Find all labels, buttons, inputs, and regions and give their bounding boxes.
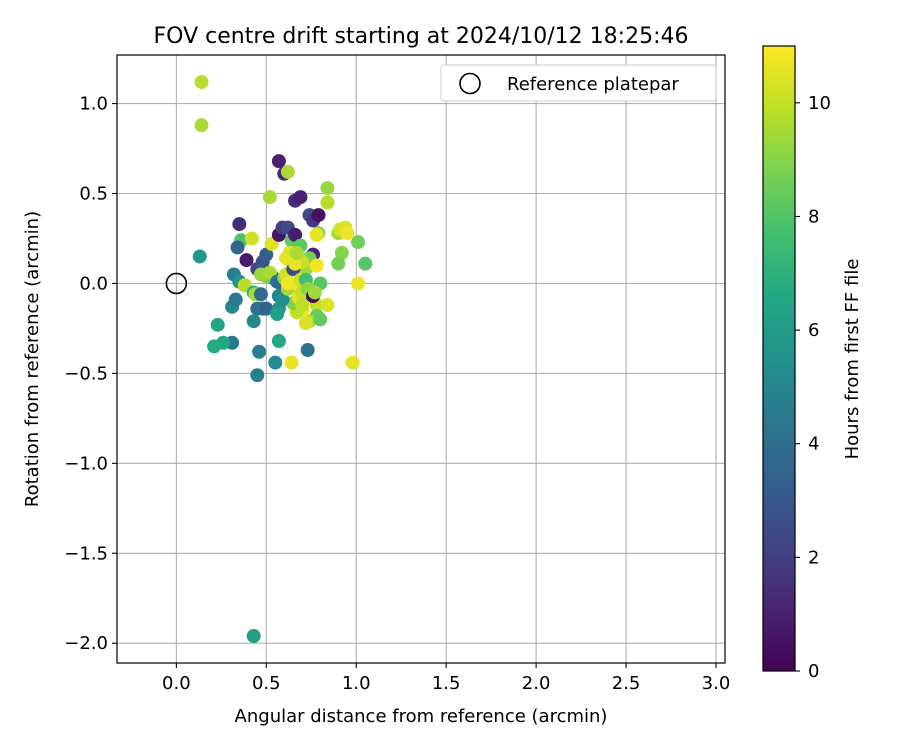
y-tick-label-6: 1.0 (79, 94, 108, 115)
data-point-29 (311, 208, 326, 223)
data-point-96 (307, 285, 322, 300)
data-point-104 (331, 256, 346, 271)
data-point-97 (313, 312, 328, 327)
y-tick-label-2: −1.0 (64, 453, 108, 474)
colorbar-label: Hours from first FF file (842, 259, 863, 460)
x-tick-label-4: 2.0 (522, 673, 551, 694)
data-point-3 (246, 629, 261, 644)
x-axis-label: Angular distance from reference (arcmin) (235, 706, 608, 727)
data-point-31 (309, 227, 324, 242)
data-point-55 (210, 317, 225, 332)
data-point-42 (298, 316, 313, 331)
data-point-11 (320, 195, 335, 210)
colorbar-tick-label-4: 8 (808, 206, 819, 227)
data-point-10 (320, 181, 335, 196)
colorbar-tick-label-3: 6 (808, 320, 819, 341)
y-tick-label-0: −2.0 (64, 633, 108, 654)
colorbar-tick-label-0: 0 (808, 661, 819, 682)
data-point-85 (289, 245, 304, 260)
colorbar-ticks: 0 2 4 6 8 10 (795, 93, 831, 682)
data-point-58 (228, 292, 243, 307)
data-point-103 (334, 245, 349, 260)
colorbar-tick-label-1: 2 (808, 547, 819, 568)
data-point-2 (192, 249, 207, 264)
data-point-108 (345, 355, 360, 370)
data-point-51 (252, 344, 267, 359)
colorbar: 0 2 4 6 8 10 Hours from first FF file (762, 45, 863, 682)
y-tick-label-5: 0.5 (79, 184, 108, 205)
data-point-50 (268, 355, 283, 370)
data-point-105 (351, 235, 366, 250)
reference-platepar-marker (165, 272, 188, 295)
x-tick-label-2: 1.0 (342, 673, 371, 694)
x-tick-label-0: 0.0 (162, 673, 191, 694)
chart-title: FOV centre drift starting at 2024/10/12 … (154, 24, 689, 49)
reference-marker-group (165, 272, 188, 295)
y-axis-ticks: −2.0 −1.5 −1.0 −0.5 0.0 0.5 1.0 (64, 94, 117, 654)
y-axis-label: Rotation from reference (arcmin) (22, 211, 43, 507)
data-point-68 (259, 301, 274, 316)
data-point-1 (194, 118, 209, 133)
data-point-4 (271, 154, 286, 169)
data-point-19 (259, 247, 274, 262)
legend-reference-marker (459, 72, 481, 95)
data-point-98 (320, 298, 335, 313)
data-point-36 (309, 258, 324, 273)
x-tick-label-6: 3.0 (702, 673, 731, 694)
data-point-12 (232, 217, 247, 232)
colorbar-gradient (762, 45, 796, 672)
data-point-16 (239, 253, 254, 268)
data-point-9 (293, 190, 308, 205)
data-point-14 (244, 231, 259, 246)
x-tick-label-1: 0.5 (252, 673, 281, 694)
data-point-47 (284, 355, 299, 370)
legend-entry-reference-platepar: Reference platepar (507, 74, 679, 95)
grid-lines (117, 55, 725, 663)
x-axis-ticks: 0.0 0.5 1.0 1.5 2.0 2.5 3.0 (162, 663, 730, 694)
data-points (192, 74, 373, 644)
colorbar-tick-label-5: 10 (808, 93, 831, 114)
y-tick-label-4: 0.0 (79, 273, 108, 294)
data-point-106 (358, 256, 373, 271)
data-point-78 (270, 307, 285, 322)
data-point-7 (262, 190, 277, 205)
colorbar-tick-label-2: 4 (808, 434, 819, 455)
legend: Reference platepar (440, 64, 717, 102)
x-tick-label-3: 1.5 (432, 673, 461, 694)
plot-frame (116, 54, 726, 664)
data-point-65 (246, 314, 261, 329)
data-point-107 (351, 276, 366, 291)
data-point-25 (288, 227, 303, 242)
data-point-64 (253, 287, 268, 302)
data-point-102 (340, 226, 355, 241)
data-point-0 (194, 74, 209, 89)
data-point-49 (271, 334, 286, 349)
data-point-88 (280, 276, 295, 291)
data-point-56 (207, 339, 222, 354)
data-point-48 (300, 343, 315, 358)
legend-box (440, 64, 717, 102)
y-tick-label-3: −0.5 (64, 363, 108, 384)
data-point-15 (230, 240, 245, 255)
y-tick-label-1: −1.5 (64, 543, 108, 564)
x-tick-label-5: 2.5 (612, 673, 641, 694)
data-point-93 (295, 298, 310, 313)
data-point-6 (280, 164, 295, 179)
data-point-84 (288, 256, 303, 271)
data-point-52 (250, 368, 265, 383)
